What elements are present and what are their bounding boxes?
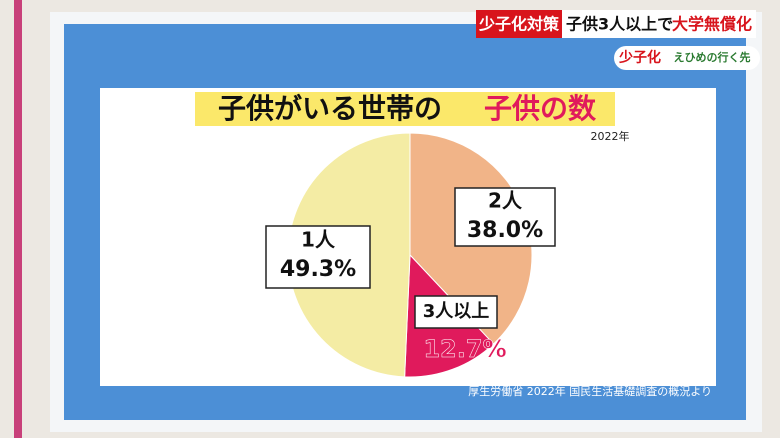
banner-tag: 少子化対策	[478, 15, 560, 34]
banner-tag-bg	[476, 10, 562, 38]
banner-headline-highlight: 大学無償化	[672, 15, 752, 34]
banner-headline-bg	[562, 10, 756, 38]
category-label: 3人以上	[423, 301, 490, 322]
chart-subtitle: 2022年	[591, 129, 630, 143]
label-box	[265, 225, 371, 289]
chart-title-highlight: 子供の数	[484, 92, 597, 125]
source: 厚生労働省 2022年 国民生活基礎調査の概況より	[468, 384, 712, 398]
series-bg	[614, 46, 760, 70]
wall-stripe	[14, 0, 22, 438]
banner-headline: 子供3人以上で	[566, 15, 673, 34]
label-box	[414, 295, 498, 329]
label-box	[454, 187, 556, 247]
value-label: 38.0%	[467, 218, 543, 243]
title-highlight	[195, 92, 615, 126]
labels: 2人 38.0% 3人以上 12.7% 1人 49.3%	[265, 187, 556, 363]
category-label: 1人	[301, 228, 336, 252]
value-label: 12.7%	[423, 335, 506, 363]
series-title: 少子化	[618, 49, 661, 66]
category-label: 2人	[488, 189, 523, 213]
series-subtitle: えひめの行く先	[674, 50, 751, 64]
chart-title: 子供がいる世帯の	[218, 92, 442, 125]
value-label: 49.3%	[280, 257, 356, 282]
